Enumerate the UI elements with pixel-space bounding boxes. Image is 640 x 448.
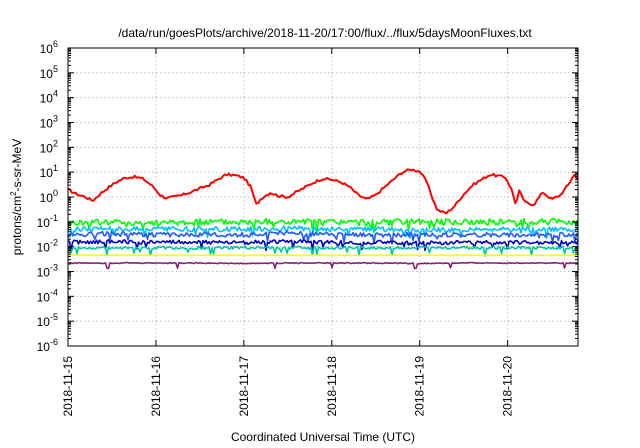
y-tick-label-exponent: -2	[50, 238, 58, 248]
y-tick-label-base: 10	[40, 92, 54, 106]
y-axis-label-base: protons/cm	[10, 196, 24, 255]
y-tick-label: 10-4	[37, 287, 58, 304]
series-line	[67, 225, 579, 240]
y-tick-label: 106	[40, 39, 58, 56]
y-tick-label-exponent: -3	[50, 263, 58, 273]
y-tick-label: 10-5	[37, 312, 58, 329]
y-tick-label-exponent: 4	[53, 89, 58, 99]
y-tick-label-base: 10	[37, 266, 51, 280]
y-tick-label-exponent: -6	[50, 337, 58, 347]
x-tick-label: 2018-11-20	[501, 356, 515, 417]
x-tick-label: 2018-11-19	[413, 356, 427, 417]
series-line	[67, 261, 579, 270]
y-tick-label-base: 10	[40, 166, 54, 180]
x-tick-label: 2018-11-18	[325, 356, 339, 417]
y-tick-label-exponent: 3	[53, 114, 58, 124]
y-tick-label-base: 10	[40, 67, 54, 81]
y-tick-label-base: 10	[37, 216, 51, 230]
series-line	[67, 168, 579, 215]
y-tick-label: 105	[40, 64, 58, 81]
y-tick-label: 103	[40, 114, 58, 131]
y-tick-label-exponent: -5	[50, 312, 58, 322]
y-tick-label-exponent: 0	[53, 188, 58, 198]
y-tick-label-exponent: 2	[53, 138, 58, 148]
y-tick-label: 10-6	[37, 337, 58, 354]
y-tick-label-base: 10	[37, 290, 51, 304]
y-tick-label-base: 10	[40, 141, 54, 155]
y-tick-label-exponent: -4	[50, 287, 58, 297]
y-axis-label: protons/cm2-s-sr-MeV	[9, 139, 24, 255]
series-line	[67, 245, 579, 257]
x-tick-label: 2018-11-17	[237, 356, 251, 417]
series-layer	[67, 168, 579, 270]
y-tick-label-exponent: -1	[50, 213, 58, 223]
x-tick-label: 2018-11-15	[61, 356, 75, 417]
x-axis-label: Coordinated Universal Time (UTC)	[231, 430, 415, 444]
y-tick-label-base: 10	[40, 42, 54, 56]
series-line	[67, 254, 579, 257]
y-tick-label-base: 10	[40, 117, 54, 131]
grid	[68, 48, 578, 346]
y-tick-label-exponent: 6	[53, 39, 58, 49]
y-tick-label: 10-2	[37, 238, 58, 255]
x-tick-label: 2018-11-16	[149, 356, 163, 417]
y-axis-label-rest: -s-sr-MeV	[10, 139, 24, 192]
y-tick-label: 104	[40, 89, 58, 106]
y-tick-label: 102	[40, 138, 58, 155]
y-tick-label: 10-3	[37, 263, 58, 280]
y-tick-label-base: 10	[37, 340, 51, 354]
ticks: 10-610-510-410-310-210-11001011021031041…	[37, 39, 578, 417]
y-tick-label-base: 10	[40, 191, 54, 205]
y-axis-label-sup: 2	[9, 191, 18, 196]
chart-title: /data/run/goesPlots/archive/2018-11-20/1…	[118, 26, 532, 40]
y-tick-label: 10-1	[37, 213, 58, 230]
series-line	[67, 230, 579, 245]
y-tick-label-exponent: 5	[53, 64, 58, 74]
y-tick-label-exponent: 1	[53, 163, 58, 173]
y-tick-label: 101	[40, 163, 58, 180]
y-tick-label: 100	[40, 188, 58, 205]
y-tick-label-base: 10	[37, 315, 51, 329]
y-tick-label-base: 10	[37, 241, 51, 255]
series-line	[67, 217, 579, 234]
